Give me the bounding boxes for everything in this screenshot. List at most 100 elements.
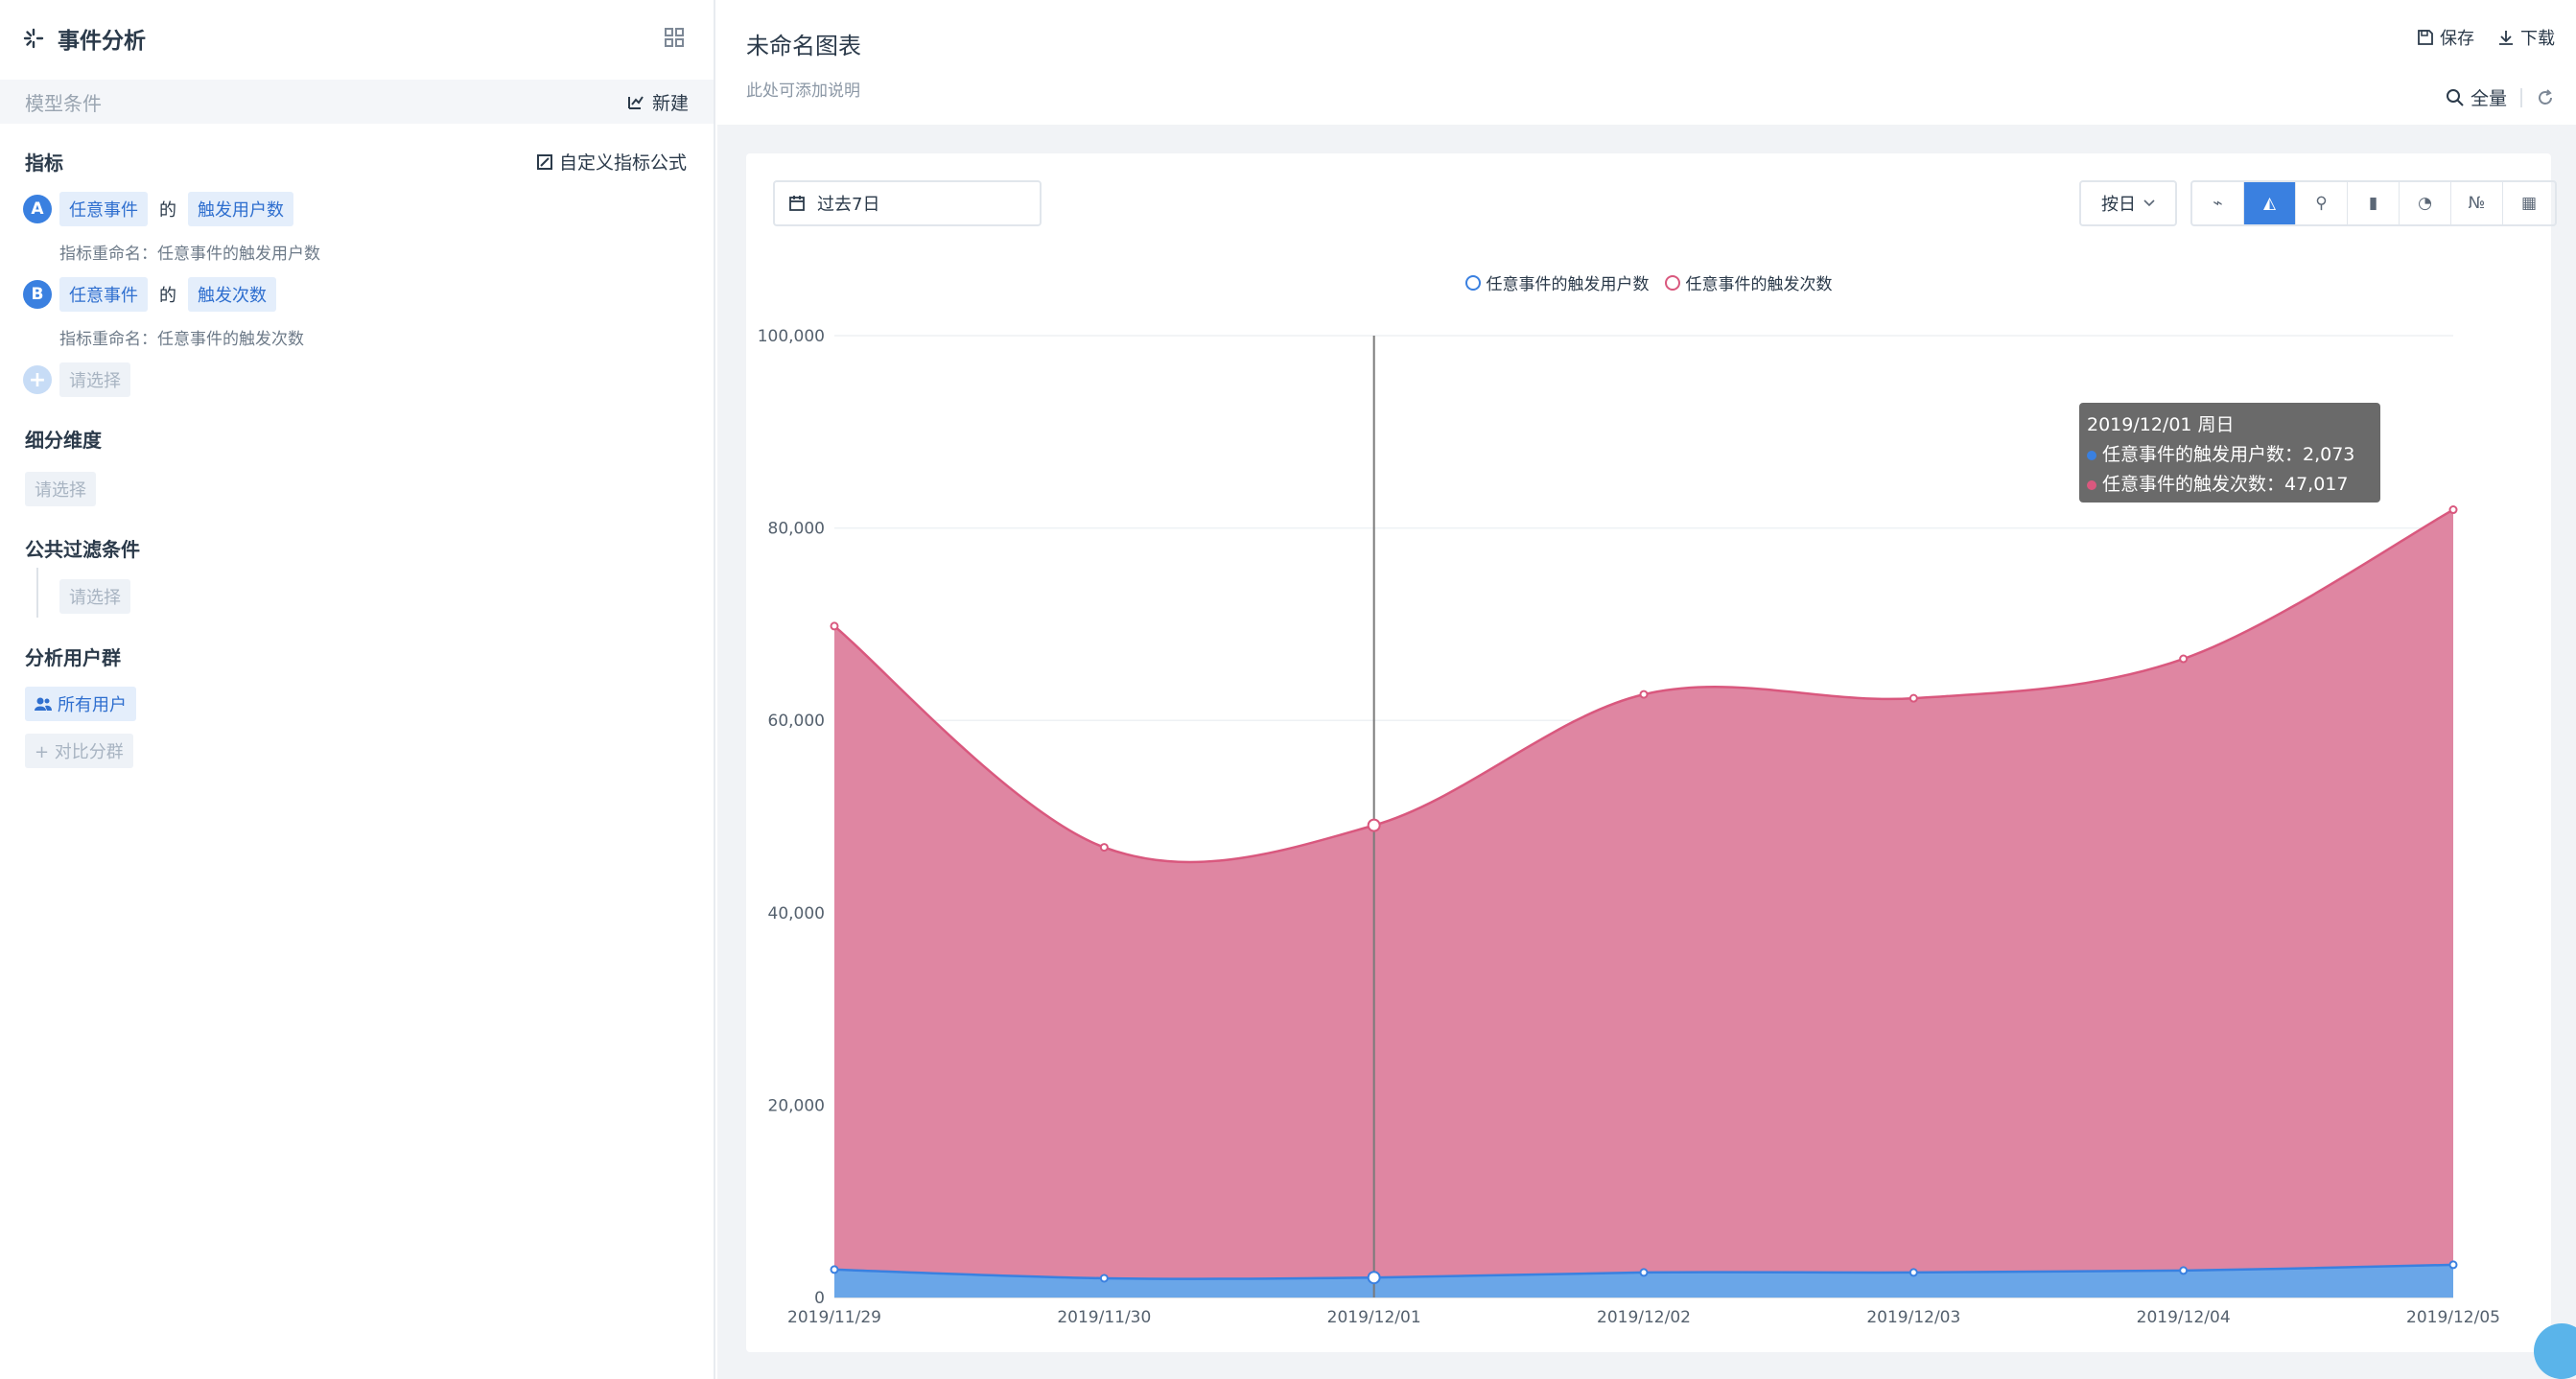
- chart-workspace: 未命名图表 此处可添加说明 保存 下载: [717, 0, 2576, 1379]
- y-tick-label: 0: [814, 1289, 825, 1308]
- model-conditions-bar: 模型条件 新建: [0, 80, 714, 124]
- data-point-counts[interactable]: [1367, 818, 1381, 832]
- metric-row-a: A 任意事件 的 触发用户数: [23, 192, 293, 226]
- granularity-value: 按日: [2101, 195, 2136, 215]
- series-area-users[interactable]: [834, 1264, 2453, 1297]
- all-users-label: 所有用户: [58, 695, 127, 715]
- model-conditions-label: 模型条件: [25, 91, 102, 115]
- download-icon: [2499, 31, 2513, 45]
- date-range-picker[interactable]: 过去7日: [773, 180, 1042, 226]
- x-tick-label: 2019/11/29: [787, 1308, 881, 1327]
- measure-selector[interactable]: 触发用户数: [188, 192, 293, 226]
- header-tools: 全量: [2446, 84, 2555, 110]
- area-chart-icon[interactable]: ◭: [2244, 182, 2296, 224]
- add-metric-select[interactable]: 请选择: [59, 362, 130, 397]
- metric-rename[interactable]: 指标重命名：任意事件的触发次数: [59, 330, 304, 349]
- search-icon: [2446, 88, 2464, 106]
- event-selector[interactable]: 任意事件: [59, 192, 148, 226]
- save-label: 保存: [2440, 29, 2474, 49]
- x-tick-label: 2019/12/04: [2137, 1308, 2231, 1327]
- connector-text: 的: [159, 286, 176, 306]
- filter-title: 公共过滤条件: [25, 538, 140, 561]
- save-button[interactable]: 保存: [2417, 25, 2474, 50]
- data-point-users[interactable]: [830, 1265, 839, 1274]
- y-tick-label: 60,000: [768, 712, 825, 731]
- new-label: 新建: [651, 92, 689, 114]
- tooltip-title: 2019/12/01 周日: [2087, 414, 2235, 435]
- bar-chart-icon[interactable]: ▮: [2348, 182, 2400, 224]
- line-chart-icon[interactable]: ⌁: [2192, 182, 2244, 224]
- add-metric-row: + 请选择: [23, 362, 130, 397]
- x-tick-label: 2019/12/05: [2406, 1308, 2500, 1327]
- metric-rename[interactable]: 指标重命名：任意事件的触发用户数: [59, 245, 320, 264]
- formula-icon: [536, 153, 552, 170]
- calendar-icon: [789, 196, 805, 211]
- data-point-users[interactable]: [2448, 1260, 2458, 1270]
- add-metric-icon[interactable]: +: [23, 365, 52, 394]
- divider: [2520, 87, 2522, 107]
- pie-chart-icon[interactable]: ◔: [2400, 182, 2451, 224]
- series-area-counts[interactable]: [834, 509, 2453, 1297]
- filter-connector: [36, 568, 38, 618]
- custom-formula-button[interactable]: 自定义指标公式: [536, 149, 687, 175]
- assistant-float-icon[interactable]: [2534, 1323, 2576, 1379]
- compare-group-button[interactable]: + 对比分群: [25, 734, 133, 768]
- number-icon[interactable]: №: [2451, 182, 2503, 224]
- chart-type-switcher: ⌁ ◭ ⚲ ▮ ◔ № ▦: [2190, 180, 2557, 226]
- chart-card: 过去7日 按日 ⌁ ◭ ⚲ ▮ ◔ № ▦ 任意事件的触发用户数 任意事件的触发次数 0 20…: [746, 153, 2557, 1352]
- x-tick-label: 2019/12/01: [1327, 1308, 1421, 1327]
- user-group-title: 分析用户群: [25, 646, 121, 669]
- legend-item-users[interactable]: 任意事件的触发用户数: [1464, 270, 1650, 294]
- refresh-icon[interactable]: [2536, 88, 2555, 107]
- grid-view-icon[interactable]: [664, 27, 685, 48]
- data-point-users[interactable]: [1639, 1268, 1649, 1277]
- metric-badge: B: [23, 280, 52, 309]
- data-point-counts[interactable]: [1909, 693, 1918, 703]
- data-point-counts[interactable]: [2179, 654, 2189, 664]
- area-chart[interactable]: 0 20,000 40,000 60,000 80,000 100,000 2019/11/…: [746, 153, 2551, 1352]
- data-point-users[interactable]: [1099, 1274, 1109, 1283]
- x-tick-label: 2019/12/02: [1597, 1308, 1691, 1327]
- metric-badge: A: [23, 195, 52, 223]
- data-point-users[interactable]: [2179, 1266, 2189, 1275]
- chart-description[interactable]: 此处可添加说明: [746, 82, 860, 101]
- data-point-users[interactable]: [1367, 1271, 1381, 1285]
- legend-marker: [1464, 274, 1481, 291]
- y-tick-label: 20,000: [768, 1096, 825, 1115]
- x-tick-label: 2019/12/03: [1866, 1308, 1960, 1327]
- date-range-value: 过去7日: [817, 195, 880, 215]
- metrics-title: 指标: [25, 152, 63, 175]
- legend-item-counts[interactable]: 任意事件的触发次数: [1664, 270, 1833, 294]
- legend-marker: [1664, 274, 1680, 291]
- y-tick-label: 80,000: [768, 520, 825, 539]
- filter-select[interactable]: 请选择: [59, 579, 130, 614]
- y-tick-label: 100,000: [758, 327, 825, 346]
- new-button[interactable]: 新建: [627, 89, 689, 115]
- header-actions: 保存 下载: [2417, 25, 2555, 50]
- sparkle-icon: [23, 28, 44, 49]
- chart-title[interactable]: 未命名图表: [746, 33, 861, 59]
- data-point-counts[interactable]: [1099, 843, 1109, 853]
- tooltip-line-users: 任意事件的触发用户数：2,073: [2087, 440, 2373, 470]
- scatter-chart-icon[interactable]: ⚲: [2296, 182, 2348, 224]
- custom-formula-label: 自定义指标公式: [558, 152, 687, 174]
- breakdown-select[interactable]: 请选择: [25, 472, 96, 506]
- download-button[interactable]: 下载: [2497, 25, 2555, 50]
- chevron-down-icon: [2143, 199, 2155, 207]
- data-point-users[interactable]: [1909, 1268, 1918, 1277]
- app-header: 事件分析: [23, 21, 146, 56]
- event-selector[interactable]: 任意事件: [59, 277, 148, 312]
- save-icon: [2418, 30, 2433, 45]
- granularity-select[interactable]: 按日: [2079, 180, 2177, 226]
- all-users-chip[interactable]: 所有用户: [25, 687, 136, 721]
- table-icon[interactable]: ▦: [2520, 194, 2538, 213]
- data-point-counts[interactable]: [1639, 690, 1649, 699]
- measure-selector[interactable]: 触发次数: [188, 277, 276, 312]
- scope-button[interactable]: 全量: [2446, 84, 2507, 110]
- x-tick-label: 2019/11/30: [1057, 1308, 1151, 1327]
- data-point-counts[interactable]: [830, 621, 839, 631]
- data-point-counts[interactable]: [2448, 505, 2458, 515]
- scope-label: 全量: [2470, 88, 2507, 109]
- chart-legend: 任意事件的触发用户数 任意事件的触发次数: [746, 270, 2551, 294]
- new-icon: [627, 96, 644, 109]
